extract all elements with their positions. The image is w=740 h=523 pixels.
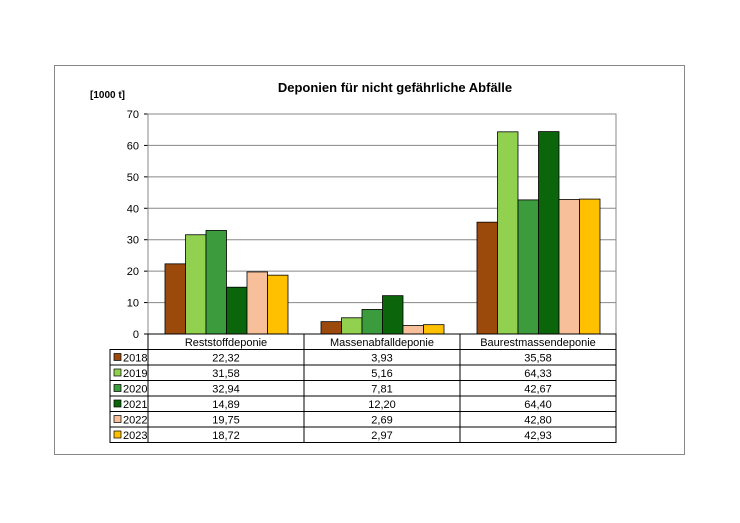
bar-2018-0 bbox=[164, 263, 186, 335]
y-tick-label: 30 bbox=[127, 235, 139, 247]
legend-swatch-2018 bbox=[113, 353, 122, 361]
legend-swatch-2020 bbox=[113, 384, 122, 392]
y-tick-label: 40 bbox=[127, 203, 139, 215]
bar-2021-1 bbox=[382, 295, 404, 335]
bar-2020-2 bbox=[517, 199, 539, 335]
table-value: 42,80 bbox=[524, 415, 552, 427]
y-tick-label: 20 bbox=[127, 266, 139, 278]
bar-2022-1 bbox=[402, 325, 424, 335]
legend-swatch-2021 bbox=[113, 399, 122, 408]
legend-label: 2019 bbox=[123, 368, 147, 380]
table-value: 31,58 bbox=[212, 368, 240, 380]
y-tick-label: 10 bbox=[127, 298, 139, 310]
category-label: Massenabfalldeponie bbox=[330, 337, 434, 349]
bar-2019-1 bbox=[341, 317, 363, 335]
legend-label: 2022 bbox=[123, 415, 147, 427]
bar-2021-0 bbox=[226, 286, 248, 335]
category-label: Reststoffdeponie bbox=[185, 337, 267, 349]
table-value: 42,67 bbox=[524, 384, 552, 396]
table-value: 5,16 bbox=[371, 368, 392, 380]
table-value: 12,20 bbox=[368, 399, 396, 411]
bar-2022-2 bbox=[558, 199, 580, 335]
bar-2020-0 bbox=[205, 230, 227, 335]
bar-2018-2 bbox=[476, 221, 498, 335]
legend-swatch-2019 bbox=[113, 368, 122, 377]
y-tick-label: 60 bbox=[127, 140, 139, 152]
bar-2018-1 bbox=[320, 321, 342, 335]
table-value: 42,93 bbox=[524, 430, 552, 442]
y-axis-label: [1000 t] bbox=[90, 90, 125, 101]
table-value: 35,58 bbox=[524, 353, 552, 365]
legend-label: 2023 bbox=[123, 430, 147, 442]
bar-2019-2 bbox=[497, 131, 519, 335]
bar-2022-0 bbox=[246, 271, 268, 335]
legend-label: 2020 bbox=[123, 384, 147, 396]
table-value: 64,33 bbox=[524, 368, 552, 380]
table-value: 19,75 bbox=[212, 415, 240, 427]
table-value: 7,81 bbox=[371, 384, 392, 396]
table-value: 32,94 bbox=[212, 384, 240, 396]
bar-2023-2 bbox=[579, 198, 601, 335]
table-value: 2,69 bbox=[371, 415, 392, 427]
bar-2020-1 bbox=[361, 309, 383, 335]
legend-swatch-2022 bbox=[113, 415, 122, 423]
y-tick-label: 50 bbox=[127, 172, 139, 184]
table-value: 14,89 bbox=[212, 399, 240, 411]
table-value: 22,32 bbox=[212, 353, 240, 365]
bar-2023-0 bbox=[267, 274, 289, 335]
category-label: Baurestmassendeponie bbox=[480, 337, 596, 349]
y-tick-label: 0 bbox=[133, 329, 139, 341]
chart-title: Deponien für nicht gefährliche Abfälle bbox=[278, 80, 512, 95]
bar-2019-0 bbox=[185, 234, 207, 335]
chart-frame bbox=[54, 65, 685, 455]
bar-2021-2 bbox=[538, 131, 560, 335]
table-value: 3,93 bbox=[371, 353, 392, 365]
legend-swatch-2023 bbox=[113, 430, 122, 439]
bar-2023-1 bbox=[423, 324, 445, 335]
legend-label: 2021 bbox=[123, 399, 147, 411]
table-value: 2,97 bbox=[371, 430, 392, 442]
table-value: 64,40 bbox=[524, 399, 552, 411]
legend-label: 2018 bbox=[123, 353, 147, 365]
y-tick-label: 70 bbox=[127, 109, 139, 121]
table-value: 18,72 bbox=[212, 430, 240, 442]
